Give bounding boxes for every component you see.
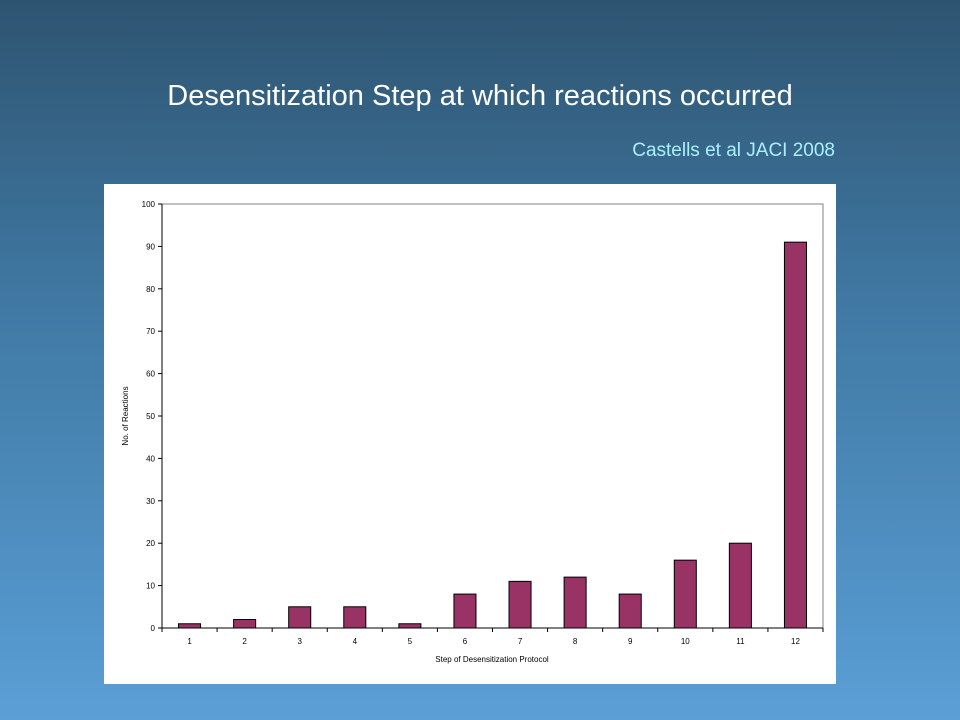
bar-step-10 <box>673 559 697 629</box>
x-tick-label: 7 <box>518 637 523 646</box>
x-tick-label: 1 <box>187 637 192 646</box>
x-tick-label: 3 <box>297 637 302 646</box>
bar-step-11 <box>728 542 752 629</box>
bar-step-3 <box>288 606 312 629</box>
x-tick-label: 12 <box>791 637 800 646</box>
y-tick-label: 40 <box>146 454 155 463</box>
bar-step-7 <box>508 580 532 629</box>
bar-step-1 <box>178 623 202 629</box>
y-axis: 0 10 20 30 40 50 60 70 80 90 100 <box>142 200 163 633</box>
y-tick-label: 30 <box>146 497 155 506</box>
bar-step-6 <box>453 593 477 629</box>
bar-step-12 <box>783 241 807 629</box>
x-tick-label: 8 <box>573 637 578 646</box>
citation-text: Castells et al JACI 2008 <box>632 140 835 161</box>
x-tick-label: 11 <box>736 637 745 646</box>
y-tick-label: 60 <box>146 370 155 379</box>
x-tick-label: 5 <box>408 637 413 646</box>
y-tick-label: 80 <box>146 285 155 294</box>
slide-title: Desensitization Step at which reactions … <box>167 80 793 112</box>
bar-step-2 <box>233 619 257 629</box>
y-tick-label: 100 <box>142 200 156 209</box>
x-tick-label: 9 <box>628 637 633 646</box>
bar-step-8 <box>563 576 587 629</box>
bar-step-9 <box>618 593 642 629</box>
y-tick-label: 10 <box>146 582 155 591</box>
x-tick-label: 10 <box>681 637 690 646</box>
x-axis: 1 2 3 4 5 6 7 8 9 10 11 12 <box>161 627 824 646</box>
y-tick-label: 0 <box>151 624 156 633</box>
y-tick-label: 90 <box>146 242 155 251</box>
x-tick-label: 2 <box>242 637 247 646</box>
y-axis-title: No. of Reactions <box>121 386 130 445</box>
x-tick-label: 6 <box>463 637 468 646</box>
bar-step-5 <box>398 623 422 629</box>
y-tick-label: 20 <box>146 539 155 548</box>
y-tick-label: 50 <box>146 412 155 421</box>
x-axis-title: Step of Desensitization Protocol <box>435 655 549 664</box>
bars <box>178 241 807 629</box>
bar-step-4 <box>343 606 367 629</box>
plot-area <box>161 203 824 629</box>
x-tick-label: 4 <box>353 637 358 646</box>
chart-panel: 0 10 20 30 40 50 60 70 80 90 100 1 2 3 4 5 6 7 8 9 10 11 12 N… <box>104 184 836 684</box>
y-tick-label: 70 <box>146 327 155 336</box>
